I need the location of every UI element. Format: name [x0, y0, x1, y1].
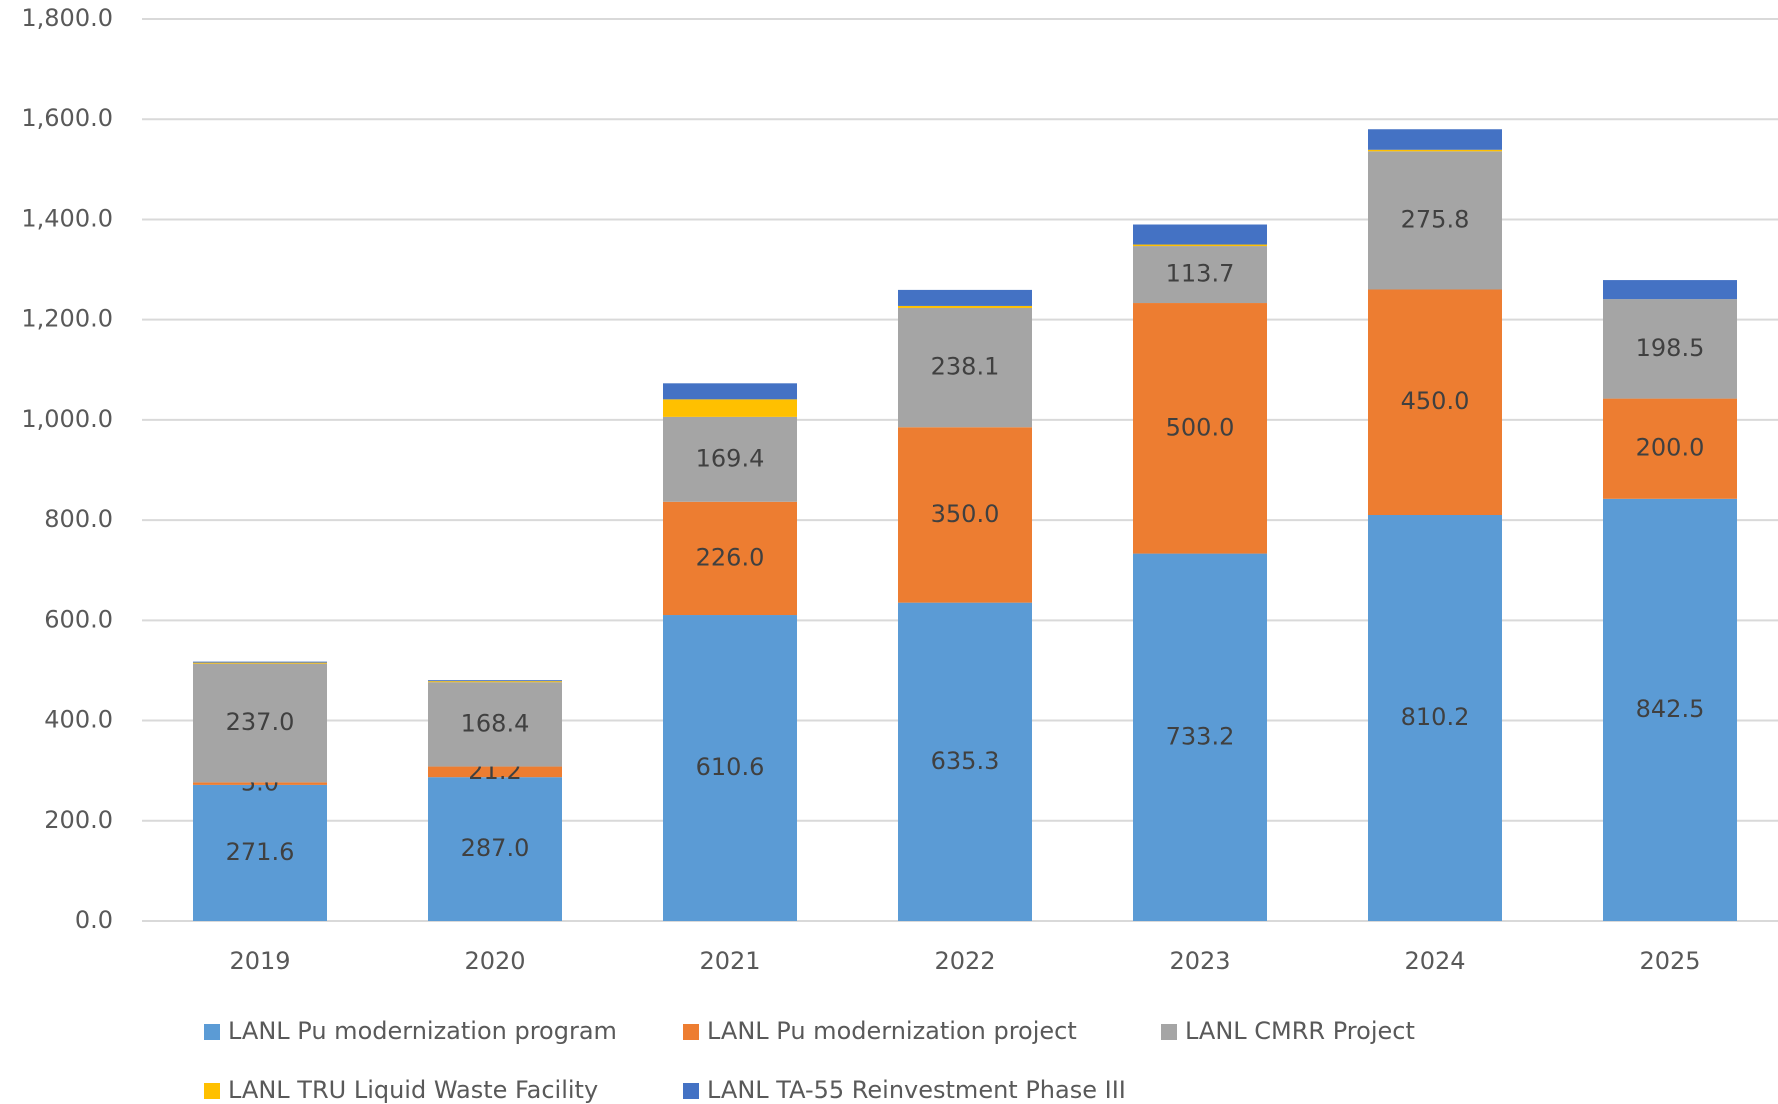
y-tick-label: 400.0: [44, 706, 113, 734]
bar-segment: [1368, 514, 1502, 921]
x-tick-label: 2020: [464, 947, 525, 975]
bar-segment: [428, 681, 562, 683]
x-tick-label: 2021: [699, 947, 760, 975]
y-tick-label: 1,800.0: [21, 4, 113, 32]
legend-swatch: [204, 1024, 220, 1040]
data-label: 238.1: [931, 353, 1000, 381]
legend-label: LANL Pu modernization program: [228, 1017, 617, 1045]
y-tick-label: 1,600.0: [21, 104, 113, 132]
bar-segment: [193, 782, 327, 785]
bar-segment: [428, 680, 562, 682]
bar-segment: [663, 383, 797, 400]
data-label: 500.0: [1166, 413, 1235, 441]
data-label: 237.0: [226, 708, 295, 736]
bar-segment: [898, 602, 1032, 921]
x-tick-label: 2025: [1639, 947, 1700, 975]
bar-segment: [663, 615, 797, 921]
data-label: 350.0: [931, 500, 1000, 528]
bar-segment: [428, 777, 562, 921]
data-label: 287.0: [461, 834, 530, 862]
bar-segment: [1133, 303, 1267, 554]
bar-segment: [1133, 244, 1267, 247]
data-label: 610.6: [696, 753, 765, 781]
bar-segment: [193, 661, 327, 663]
legend-label: LANL Pu modernization project: [707, 1017, 1077, 1045]
legend-swatch: [683, 1024, 699, 1040]
bar-segment: [1133, 224, 1267, 245]
legend-swatch: [204, 1083, 220, 1099]
bar-segment: [663, 416, 797, 502]
data-label: 271.6: [226, 838, 295, 866]
bar-segment: [898, 307, 1032, 428]
bar-segment: [1133, 553, 1267, 921]
data-label: 198.5: [1636, 334, 1705, 362]
bar-segment: [428, 682, 562, 767]
data-label: 226.0: [696, 543, 765, 571]
bar-segment: [1133, 246, 1267, 304]
data-label: 450.0: [1401, 387, 1470, 415]
legend-swatch: [683, 1083, 699, 1099]
bar-segment: [428, 766, 562, 778]
bar-segment: [193, 784, 327, 921]
x-tick-label: 2024: [1404, 947, 1465, 975]
y-tick-label: 600.0: [44, 605, 113, 633]
x-tick-label: 2022: [934, 947, 995, 975]
bar-segment: [1603, 280, 1737, 300]
y-tick-label: 1,200.0: [21, 305, 113, 333]
bar-segment: [193, 663, 327, 783]
data-label: 635.3: [931, 747, 1000, 775]
bar-segment: [898, 305, 1032, 308]
data-label: 169.4: [696, 444, 765, 472]
y-tick-label: 0.0: [75, 906, 113, 934]
bar-segment: [898, 289, 1032, 306]
y-tick-label: 200.0: [44, 806, 113, 834]
data-label: 168.4: [461, 709, 530, 737]
bar-segment: [193, 662, 327, 664]
bar-segment: [1603, 398, 1737, 499]
bar-segment: [1368, 151, 1502, 290]
legend-label: LANL TA-55 Reinvestment Phase III: [707, 1076, 1126, 1104]
data-label: 733.2: [1166, 722, 1235, 750]
bar-segment: [1368, 289, 1502, 515]
bar-segment: [663, 399, 797, 417]
data-label: 842.5: [1636, 695, 1705, 723]
bar-segment: [1603, 498, 1737, 921]
bar-segment: [1368, 129, 1502, 150]
legend-label: LANL CMRR Project: [1185, 1017, 1415, 1045]
bar-segment: [1603, 299, 1737, 399]
data-label: 113.7: [1166, 260, 1235, 288]
bar-segment: [663, 501, 797, 616]
x-tick-label: 2019: [229, 947, 290, 975]
y-tick-label: 1,000.0: [21, 405, 113, 433]
legend-swatch: [1161, 1024, 1177, 1040]
data-label: 200.0: [1636, 434, 1705, 462]
bar-segment: [898, 427, 1032, 603]
y-tick-label: 1,400.0: [21, 204, 113, 232]
data-label: 275.8: [1401, 205, 1470, 233]
y-tick-label: 800.0: [44, 505, 113, 533]
data-label: 810.2: [1401, 703, 1470, 731]
bar-segment: [1368, 149, 1502, 152]
x-tick-label: 2023: [1169, 947, 1230, 975]
legend-label: LANL TRU Liquid Waste Facility: [228, 1076, 598, 1104]
